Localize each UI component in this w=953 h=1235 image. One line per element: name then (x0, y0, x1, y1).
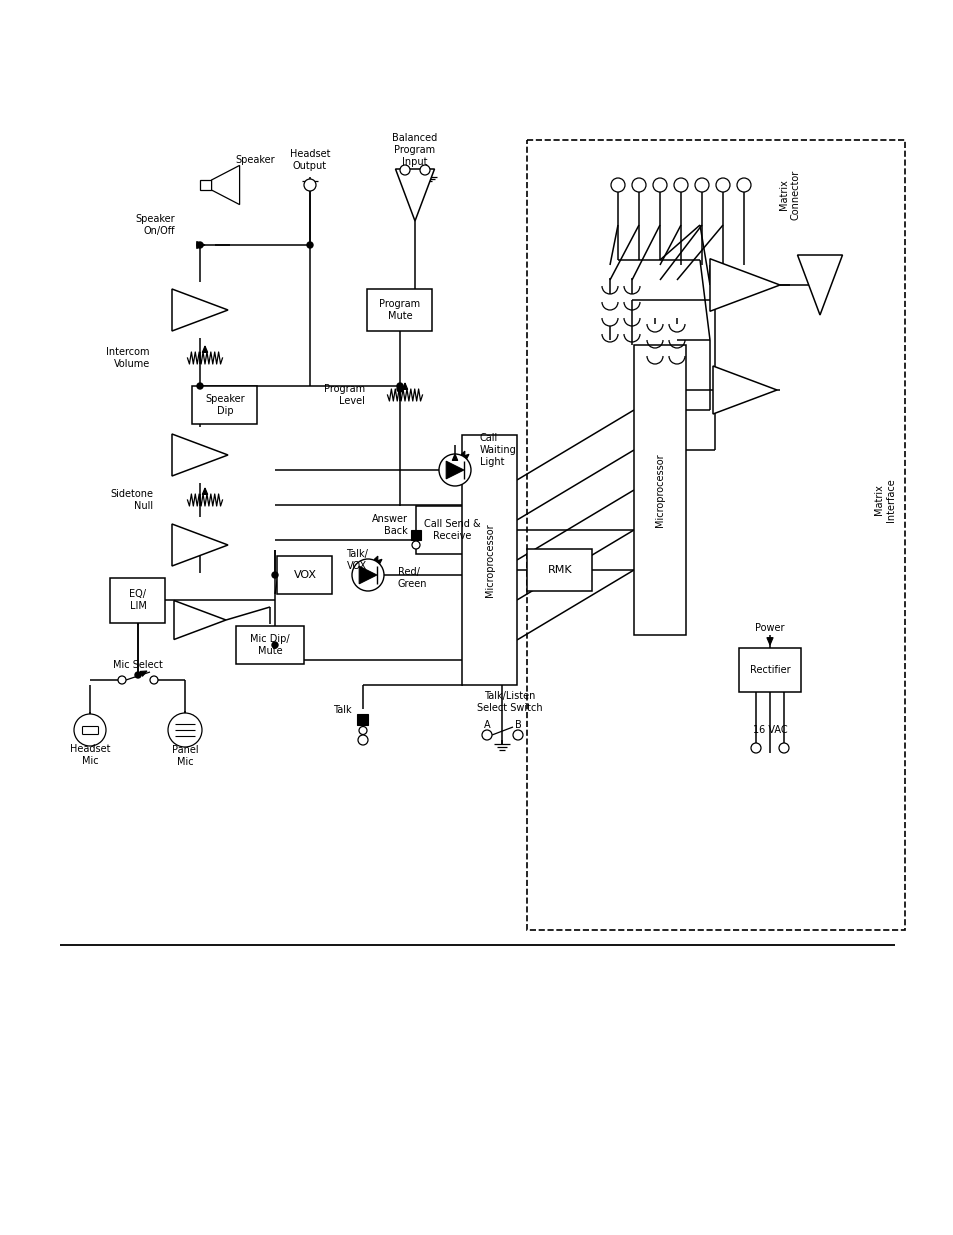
Circle shape (779, 743, 788, 753)
Polygon shape (172, 433, 228, 475)
Text: Mic Dip/
Mute: Mic Dip/ Mute (250, 635, 290, 656)
Polygon shape (712, 366, 776, 414)
Text: Answer
Back: Answer Back (372, 514, 408, 536)
Polygon shape (202, 488, 208, 494)
Text: RMK: RMK (547, 564, 572, 576)
Text: Speaker: Speaker (235, 156, 274, 165)
Circle shape (610, 178, 624, 191)
Bar (193, 387, 257, 424)
Text: Panel
Mic: Panel Mic (172, 745, 198, 767)
Text: B: B (514, 720, 521, 730)
Circle shape (74, 714, 106, 746)
Text: Matrix
Connector: Matrix Connector (779, 170, 800, 220)
Circle shape (631, 178, 645, 191)
Text: Microprocessor: Microprocessor (484, 524, 495, 597)
Text: Matrix
Interface: Matrix Interface (873, 478, 895, 522)
Polygon shape (172, 289, 228, 331)
Text: Program
Level: Program Level (323, 384, 365, 406)
Circle shape (673, 178, 687, 191)
Text: Balanced
Program
Input: Balanced Program Input (392, 133, 437, 167)
Polygon shape (196, 242, 205, 248)
Circle shape (272, 572, 277, 578)
Circle shape (716, 178, 729, 191)
Circle shape (150, 676, 158, 684)
Bar (462, 435, 517, 685)
Polygon shape (402, 383, 407, 389)
Text: 16 VAC: 16 VAC (752, 725, 786, 735)
Circle shape (399, 165, 410, 175)
Text: Program
Mute: Program Mute (379, 299, 420, 321)
Polygon shape (797, 254, 841, 315)
Bar (416, 506, 488, 555)
Polygon shape (446, 461, 463, 479)
Bar (411, 530, 420, 540)
Text: A: A (483, 720, 490, 730)
Polygon shape (376, 559, 381, 563)
Circle shape (419, 165, 430, 175)
Text: Microprocessor: Microprocessor (655, 453, 664, 527)
Circle shape (750, 743, 760, 753)
Polygon shape (709, 259, 780, 311)
Circle shape (695, 178, 708, 191)
Bar (634, 345, 685, 635)
Text: Power: Power (755, 622, 784, 634)
Polygon shape (212, 165, 239, 205)
Text: Speaker
On/Off: Speaker On/Off (135, 214, 174, 236)
Polygon shape (452, 454, 457, 461)
Bar (526, 140, 904, 930)
Polygon shape (172, 524, 228, 566)
Bar (235, 626, 304, 664)
Text: Rectifier: Rectifier (749, 664, 789, 676)
Polygon shape (374, 556, 377, 561)
Bar (111, 578, 165, 622)
Text: Talk/
VOX: Talk/ VOX (346, 550, 368, 571)
Circle shape (652, 178, 666, 191)
Text: VOX: VOX (294, 571, 316, 580)
Text: EQ/
LIM: EQ/ LIM (130, 589, 147, 611)
Text: Red/
Green: Red/ Green (397, 567, 427, 589)
Text: Talk: Talk (333, 705, 352, 715)
Text: Call Send &
Receive: Call Send & Receive (423, 519, 479, 541)
Circle shape (135, 672, 141, 678)
Polygon shape (173, 600, 226, 640)
Bar (527, 550, 592, 592)
Circle shape (396, 383, 402, 389)
Text: Speaker
Dip: Speaker Dip (205, 394, 245, 416)
Bar (367, 289, 432, 331)
Bar (277, 556, 333, 594)
Circle shape (168, 713, 202, 747)
Circle shape (196, 383, 203, 389)
Polygon shape (460, 451, 464, 456)
Text: Talk/Listen
Select Switch: Talk/Listen Select Switch (476, 692, 542, 713)
Circle shape (481, 730, 492, 740)
Circle shape (513, 730, 522, 740)
Polygon shape (359, 566, 376, 584)
Circle shape (357, 735, 368, 745)
Text: Headset
Output: Headset Output (290, 149, 330, 170)
Bar (357, 715, 368, 725)
Text: Sidetone
Null: Sidetone Null (110, 489, 152, 511)
Text: Call
Waiting
Light: Call Waiting Light (479, 433, 517, 467)
Circle shape (196, 242, 203, 248)
Circle shape (412, 541, 419, 550)
Circle shape (737, 178, 750, 191)
Circle shape (304, 179, 315, 191)
Text: Headset
Mic: Headset Mic (70, 745, 111, 766)
Circle shape (438, 454, 471, 487)
Circle shape (118, 676, 126, 684)
Circle shape (352, 559, 384, 592)
Polygon shape (202, 346, 208, 352)
Text: Intercom
Volume: Intercom Volume (107, 347, 150, 369)
Circle shape (307, 242, 313, 248)
Circle shape (358, 726, 367, 735)
Circle shape (396, 387, 402, 391)
Text: Mic Select: Mic Select (113, 659, 163, 671)
Polygon shape (766, 637, 772, 645)
Polygon shape (464, 454, 469, 458)
Bar (739, 648, 801, 692)
Polygon shape (395, 169, 434, 221)
Polygon shape (200, 180, 212, 190)
Circle shape (272, 642, 277, 648)
Polygon shape (140, 671, 147, 677)
